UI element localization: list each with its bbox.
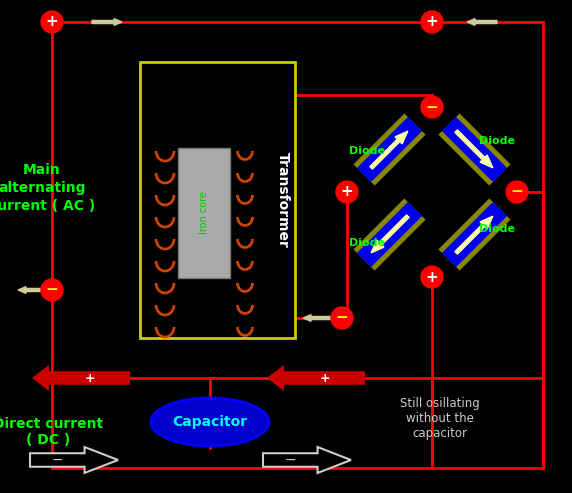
FancyArrow shape — [455, 130, 493, 168]
Circle shape — [421, 96, 443, 118]
Polygon shape — [442, 202, 507, 267]
Polygon shape — [438, 113, 511, 185]
Text: −: − — [336, 311, 348, 325]
Circle shape — [336, 181, 358, 203]
Text: +: + — [426, 270, 438, 284]
Text: −: − — [46, 282, 58, 297]
FancyArrow shape — [370, 131, 408, 169]
Polygon shape — [353, 199, 426, 271]
Bar — [140, 62, 295, 338]
Polygon shape — [353, 113, 426, 185]
Circle shape — [421, 266, 443, 288]
Circle shape — [331, 307, 353, 329]
Polygon shape — [30, 447, 118, 473]
Polygon shape — [357, 117, 422, 182]
Text: Diode: Diode — [349, 146, 386, 156]
Text: Diode: Diode — [349, 238, 386, 247]
FancyArrow shape — [18, 286, 46, 293]
Text: −: − — [426, 100, 438, 114]
Text: +: + — [46, 14, 58, 30]
Text: −: − — [511, 184, 523, 200]
Text: +: + — [426, 14, 438, 30]
FancyArrow shape — [371, 215, 409, 253]
Text: Diode: Diode — [479, 137, 514, 146]
Text: Transformer: Transformer — [276, 152, 290, 248]
Text: Still osillating
without the
capacitor: Still osillating without the capacitor — [400, 396, 480, 439]
FancyArrow shape — [92, 19, 122, 25]
Polygon shape — [32, 365, 130, 391]
Text: +: + — [319, 372, 330, 385]
Polygon shape — [267, 365, 365, 391]
Text: +: + — [340, 184, 353, 200]
FancyArrow shape — [303, 315, 331, 321]
Circle shape — [506, 181, 528, 203]
Bar — [178, 148, 230, 278]
Polygon shape — [438, 199, 511, 271]
Polygon shape — [263, 447, 351, 473]
Polygon shape — [442, 117, 507, 182]
Text: −: − — [51, 453, 63, 467]
Circle shape — [41, 11, 63, 33]
Text: +: + — [84, 372, 95, 385]
FancyArrow shape — [455, 216, 493, 254]
Circle shape — [41, 279, 63, 301]
Text: Direct current
( DC ): Direct current ( DC ) — [0, 417, 103, 447]
Ellipse shape — [151, 398, 269, 446]
Text: Diode: Diode — [479, 224, 514, 235]
Circle shape — [421, 11, 443, 33]
Text: Iron core: Iron core — [199, 192, 209, 235]
FancyArrow shape — [467, 19, 497, 25]
Text: Capacitor: Capacitor — [172, 415, 248, 429]
Polygon shape — [357, 202, 422, 267]
Text: Main
alternating
current ( AC ): Main alternating current ( AC ) — [0, 163, 95, 213]
Text: −: − — [284, 453, 296, 467]
